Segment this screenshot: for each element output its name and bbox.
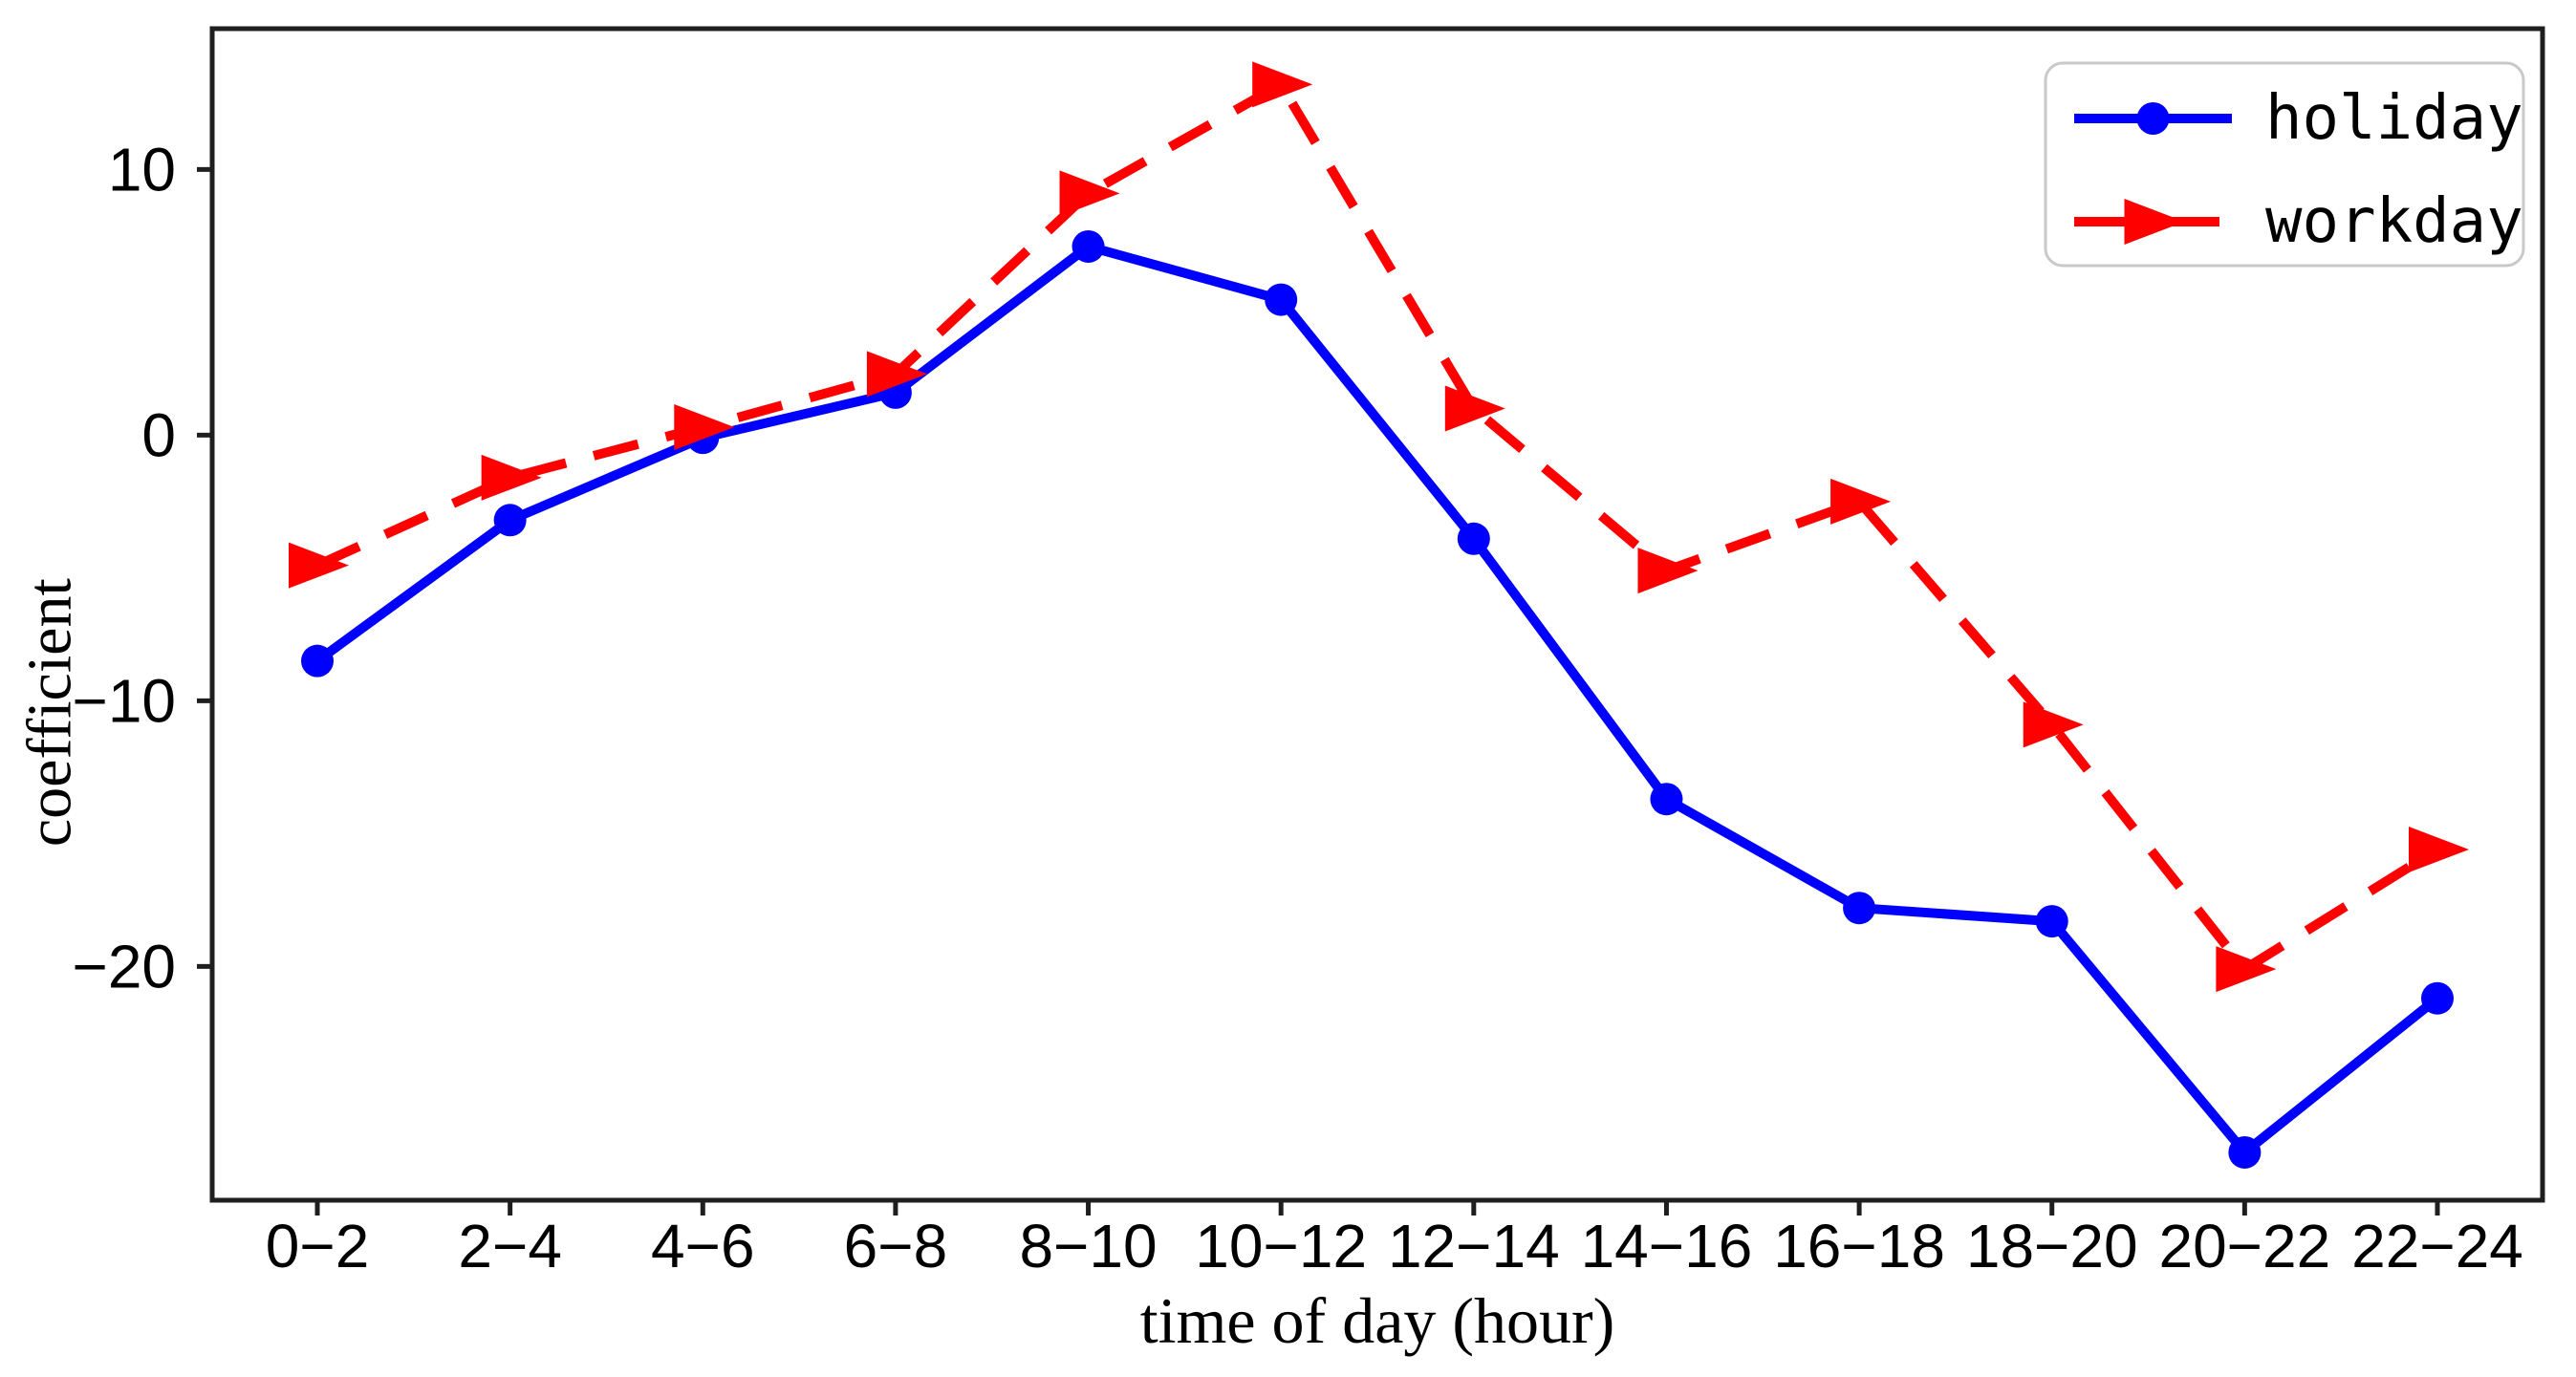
x-tick-label: 20−22 [2158,1212,2330,1280]
data-point-circle [2228,1135,2262,1169]
series-workday [289,61,2469,993]
x-tick-label: 4−6 [651,1212,755,1280]
data-point-triangle [1252,61,1313,108]
data-point-triangle [866,351,927,398]
data-point-triangle [2023,701,2084,748]
legend-label-holiday: holiday [2265,83,2523,154]
data-point-circle [1843,892,1876,925]
x-tick-label: 12−14 [1388,1212,1560,1280]
y-tick-label: −10 [72,666,176,735]
legend-entry-holiday: holiday [2074,83,2523,154]
legend-entry-workday: workday [2074,186,2523,257]
x-tick-label: 0−2 [266,1212,370,1280]
x-tick-label: 18−20 [1966,1212,2138,1280]
data-point-circle [2136,102,2170,135]
data-point-triangle [2409,827,2469,873]
y-tick-label: 0 [141,400,176,469]
y-tick-label: 10 [108,135,176,204]
data-point-triangle [2124,199,2185,245]
data-point-triangle [289,542,349,589]
y-tick-label: −20 [72,932,176,1000]
x-tick-label: 8−10 [1019,1212,1157,1280]
y-axis-title: coefficient [15,578,85,847]
data-point-circle [1265,283,1298,316]
data-point-triangle [1444,385,1505,432]
data-point-circle [1457,522,1490,555]
x-tick-label: 6−8 [844,1212,948,1280]
holiday-line [314,241,2441,1157]
data-point-circle [493,504,527,537]
x-tick-label: 22−24 [2351,1212,2523,1280]
legend-label-workday: workday [2265,186,2523,257]
data-point-triangle [2216,946,2277,993]
workday-line [314,79,2440,975]
series-holiday [301,229,2454,1169]
data-point-triangle [481,454,542,501]
data-point-circle [301,644,334,678]
x-tick-label: 2−4 [458,1212,562,1280]
data-point-triangle [1637,548,1699,594]
data-point-triangle [1059,170,1120,217]
data-point-circle [1072,229,1105,263]
data-point-circle [2421,981,2454,1015]
x-tick-label: 14−16 [1581,1212,1753,1280]
legend: holiday workday [2044,61,2525,268]
x-tick-label: 16−18 [1773,1212,1945,1280]
x-tick-label: 10−12 [1195,1212,1367,1280]
x-axis-title: time of day (hour) [1140,1284,1615,1357]
data-point-circle [1650,783,1683,816]
data-point-circle [2035,905,2068,938]
data-point-triangle [674,404,735,451]
data-point-triangle [1830,478,1892,525]
